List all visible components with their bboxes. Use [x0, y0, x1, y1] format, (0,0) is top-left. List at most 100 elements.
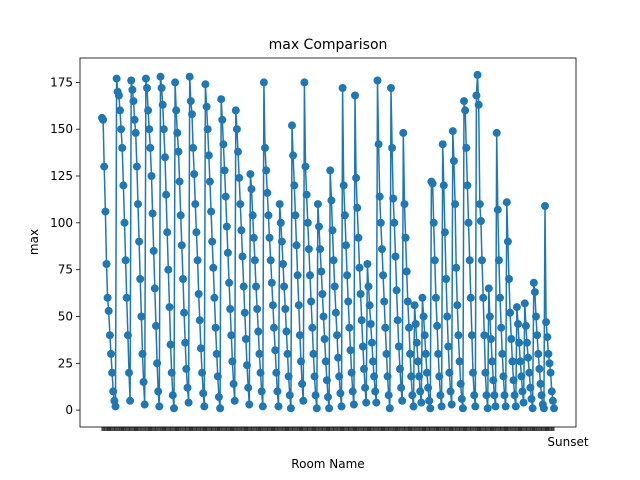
data-point	[188, 110, 196, 119]
x-axis-label: Room Name	[291, 457, 364, 471]
data-point	[137, 312, 146, 321]
data-point	[472, 91, 481, 100]
data-point	[334, 353, 343, 362]
data-point	[328, 226, 337, 235]
data-point	[274, 402, 283, 411]
data-point	[353, 203, 362, 212]
data-point	[228, 357, 237, 366]
data-point	[414, 357, 422, 366]
data-point	[299, 396, 308, 405]
data-point	[112, 74, 121, 83]
data-point	[466, 293, 475, 302]
data-point	[156, 72, 165, 81]
data-point	[158, 100, 167, 109]
data-point	[271, 346, 280, 355]
data-point	[143, 84, 151, 92]
data-point	[455, 357, 464, 366]
data-point	[510, 391, 519, 400]
data-point	[547, 387, 556, 396]
data-point	[471, 402, 480, 411]
data-point	[216, 404, 225, 413]
data-point	[255, 349, 264, 358]
data-point	[482, 391, 491, 400]
data-point	[309, 349, 318, 358]
data-point	[129, 97, 138, 106]
data-point	[132, 162, 141, 171]
data-point	[430, 256, 439, 265]
data-point	[478, 256, 486, 265]
data-point	[238, 252, 247, 261]
data-point	[218, 115, 227, 124]
data-point	[397, 383, 406, 392]
data-point	[104, 306, 113, 315]
data-point	[163, 228, 172, 237]
data-point	[294, 301, 303, 310]
data-point	[236, 200, 245, 209]
data-point	[449, 157, 458, 165]
x-tick-label: Sunset	[547, 435, 588, 449]
data-point	[390, 218, 399, 227]
data-point	[273, 387, 282, 396]
data-point	[103, 293, 112, 302]
data-point	[407, 372, 416, 381]
data-point	[266, 256, 275, 265]
data-point	[457, 394, 466, 403]
y-tick-label: 0	[65, 403, 73, 417]
data-point	[154, 387, 163, 396]
data-point	[176, 211, 185, 220]
data-point	[467, 331, 476, 340]
data-point	[367, 338, 376, 347]
data-point	[250, 256, 259, 265]
data-point	[131, 128, 140, 137]
data-point	[354, 233, 363, 242]
data-point	[292, 241, 301, 250]
data-point	[100, 162, 109, 171]
data-point	[382, 349, 391, 358]
data-point	[114, 91, 123, 100]
data-point	[408, 391, 417, 400]
data-point	[550, 404, 558, 413]
data-point	[184, 398, 193, 407]
data-point	[284, 372, 293, 381]
data-point	[149, 246, 158, 255]
data-point	[136, 275, 145, 283]
data-point	[425, 396, 434, 405]
data-point	[543, 333, 552, 342]
data-point	[244, 383, 253, 392]
y-axis-label: max	[27, 229, 41, 255]
data-point	[385, 404, 394, 413]
data-point	[105, 331, 114, 340]
data-point	[152, 321, 160, 330]
data-point	[476, 217, 485, 225]
data-point	[461, 106, 470, 115]
data-point	[279, 260, 287, 268]
data-point	[333, 331, 341, 340]
data-point	[452, 263, 461, 272]
data-point	[285, 391, 294, 400]
data-point	[127, 76, 136, 85]
data-point	[306, 271, 314, 280]
y-axis-ticks: 0 25 50 75 100 125 150 175	[50, 75, 80, 417]
data-point	[295, 331, 304, 340]
data-point	[210, 293, 219, 302]
data-point	[325, 404, 334, 413]
data-point	[280, 282, 289, 291]
data-point	[220, 166, 229, 175]
data-point	[167, 368, 176, 377]
data-point	[336, 389, 345, 398]
data-point	[528, 404, 537, 413]
data-point	[186, 97, 195, 106]
data-point	[411, 320, 420, 328]
data-point	[442, 275, 451, 283]
data-point	[546, 368, 555, 377]
data-point	[304, 245, 313, 254]
data-point	[276, 218, 285, 227]
data-point	[211, 323, 220, 332]
data-point	[379, 271, 388, 280]
data-point	[456, 379, 465, 388]
data-point	[434, 349, 443, 358]
data-point	[342, 241, 350, 250]
data-point	[347, 368, 356, 377]
data-point	[518, 387, 527, 396]
